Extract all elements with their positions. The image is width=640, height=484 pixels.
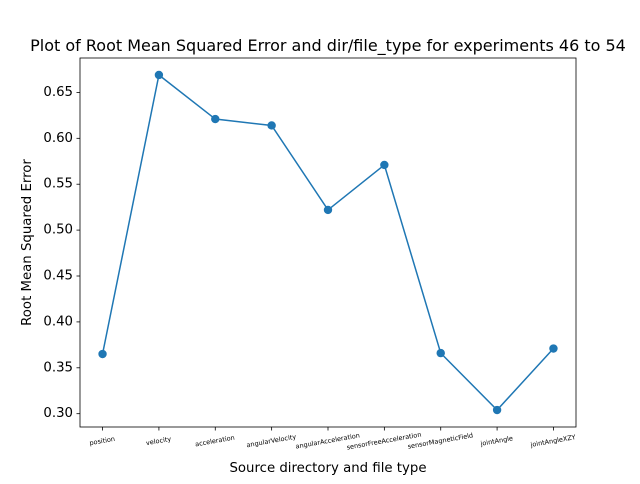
y-axis: 0.30 0.35 0.40 0.45 0.50 0.55 0.60 0.65 <box>43 85 80 421</box>
y-tick-label: 0.55 <box>43 177 73 192</box>
x-tick-label: position <box>89 435 116 447</box>
x-tick-label: jointAngle <box>479 434 514 448</box>
x-tick-label: acceleration <box>195 434 236 449</box>
series-line <box>101 73 555 412</box>
data-point <box>98 349 107 359</box>
data-point <box>267 121 276 130</box>
data-point <box>323 205 333 215</box>
y-axis-label: Root Mean Squared Error <box>20 159 35 326</box>
y-tick-label: 0.65 <box>43 85 73 100</box>
data-point <box>380 160 389 170</box>
data-point <box>154 70 164 80</box>
plot-area: 0.30 0.35 0.40 0.45 0.50 0.55 0.60 0.65 positio… <box>43 57 577 452</box>
y-tick-label: 0.60 <box>43 131 73 146</box>
data-point <box>549 344 558 353</box>
x-axis-label: Source directory and file type <box>229 461 426 476</box>
chart-title: Plot of Root Mean Squared Error and dir/… <box>30 36 626 56</box>
x-tick-label: angularVelocity <box>246 433 297 450</box>
y-tick-label: 0.30 <box>43 406 73 421</box>
data-point <box>492 405 502 415</box>
x-axis: position velocity acceleration angularVeloc… <box>89 427 576 452</box>
x-tick-label: velocity <box>145 435 172 447</box>
x-tick-label: jointAngleXZY <box>529 433 576 449</box>
data-point <box>211 114 220 124</box>
y-tick-label: 0.45 <box>43 269 73 284</box>
data-point <box>436 348 445 358</box>
data-markers <box>98 70 558 415</box>
axes-frame <box>79 57 577 428</box>
y-tick-label: 0.35 <box>43 360 73 375</box>
y-tick-label: 0.50 <box>43 223 73 238</box>
y-tick-label: 0.40 <box>43 314 73 329</box>
